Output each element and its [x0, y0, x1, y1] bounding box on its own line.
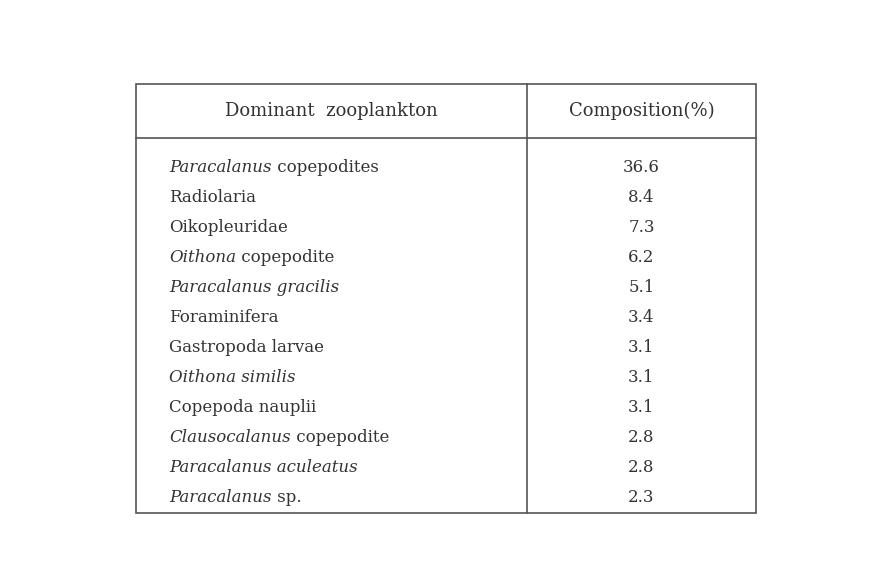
Text: Oithona: Oithona	[169, 250, 236, 267]
Text: 3.1: 3.1	[627, 369, 653, 386]
Text: Dominant  zooplankton: Dominant zooplankton	[224, 102, 437, 120]
Text: Foraminifera: Foraminifera	[169, 309, 279, 326]
Text: 8.4: 8.4	[627, 189, 653, 206]
Text: Gastropoda larvae: Gastropoda larvae	[169, 339, 324, 356]
Text: copepodite: copepodite	[291, 429, 389, 446]
Text: Paracalanus: Paracalanus	[169, 489, 272, 506]
Text: Radiolaria: Radiolaria	[169, 189, 256, 206]
Text: copepodites: copepodites	[272, 159, 378, 176]
Text: 2.8: 2.8	[627, 429, 653, 446]
Text: 3.1: 3.1	[627, 399, 653, 416]
Text: 3.4: 3.4	[627, 309, 653, 326]
Text: Copepoda nauplii: Copepoda nauplii	[169, 399, 316, 416]
Text: Paracalanus: Paracalanus	[169, 159, 272, 176]
Text: Composition(%): Composition(%)	[568, 102, 713, 120]
Text: Paracalanus aculeatus: Paracalanus aculeatus	[169, 459, 358, 476]
Text: Clausocalanus: Clausocalanus	[169, 429, 291, 446]
Text: copepodite: copepodite	[236, 250, 335, 267]
Text: Paracalanus gracilis: Paracalanus gracilis	[169, 280, 339, 297]
Text: Oithona similis: Oithona similis	[169, 369, 295, 386]
Text: sp.: sp.	[272, 489, 302, 506]
Text: 3.1: 3.1	[627, 339, 653, 356]
Text: 7.3: 7.3	[627, 219, 653, 236]
Text: Oikopleuridae: Oikopleuridae	[169, 219, 288, 236]
Text: 5.1: 5.1	[627, 280, 653, 297]
Text: 36.6: 36.6	[622, 159, 659, 176]
Text: 6.2: 6.2	[627, 250, 653, 267]
Text: 2.3: 2.3	[627, 489, 653, 506]
Text: 2.8: 2.8	[627, 459, 653, 476]
